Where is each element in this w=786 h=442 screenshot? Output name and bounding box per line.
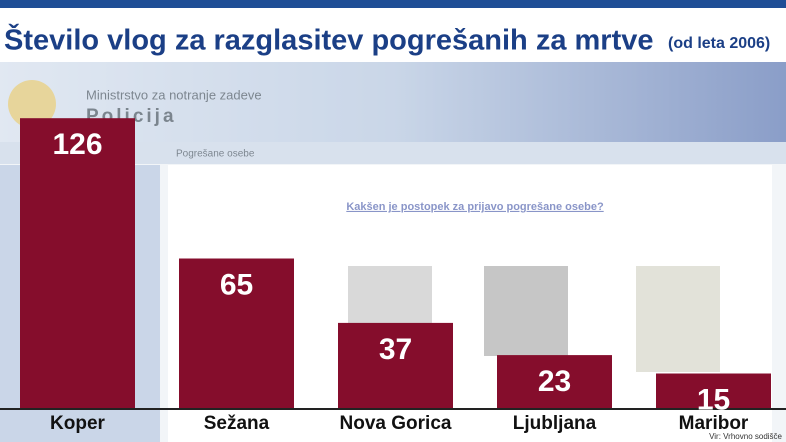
bar: [497, 355, 612, 408]
bar: [656, 373, 771, 408]
x-tick-label: Nova Gorica: [340, 413, 452, 434]
source: Vir: Vrhovno sodišče: [709, 432, 782, 441]
value-label: 23: [538, 365, 571, 398]
x-tick-label: Koper: [50, 413, 106, 434]
value-label: 126: [52, 128, 102, 161]
chart-subtitle: (od leta 2006): [668, 35, 770, 52]
section-text: Pogrešane osebe: [176, 149, 255, 160]
top-strip: [0, 0, 786, 8]
link-text: Kakšen je postopek za prijavo pogrešane …: [346, 201, 604, 213]
baseline: [0, 408, 786, 410]
value-label: 15: [697, 383, 730, 416]
ministry-text: Ministrstvo za notranje zadeve: [86, 87, 262, 102]
value-label: 65: [220, 268, 253, 301]
value-label: 37: [379, 333, 412, 366]
nav-bar: [0, 142, 786, 164]
chart-title: Število vlog za razglasitev pogrešanih z…: [4, 23, 654, 57]
logo: [8, 80, 56, 128]
photo: [636, 266, 720, 372]
x-tick-label: Sežana: [204, 413, 270, 434]
photo: [484, 266, 568, 356]
photo: [348, 266, 432, 326]
x-tick-label: Maribor: [679, 413, 749, 434]
x-tick-label: Ljubljana: [513, 413, 597, 434]
bar: [338, 322, 453, 408]
bar: [179, 258, 294, 408]
bar: [20, 118, 135, 408]
